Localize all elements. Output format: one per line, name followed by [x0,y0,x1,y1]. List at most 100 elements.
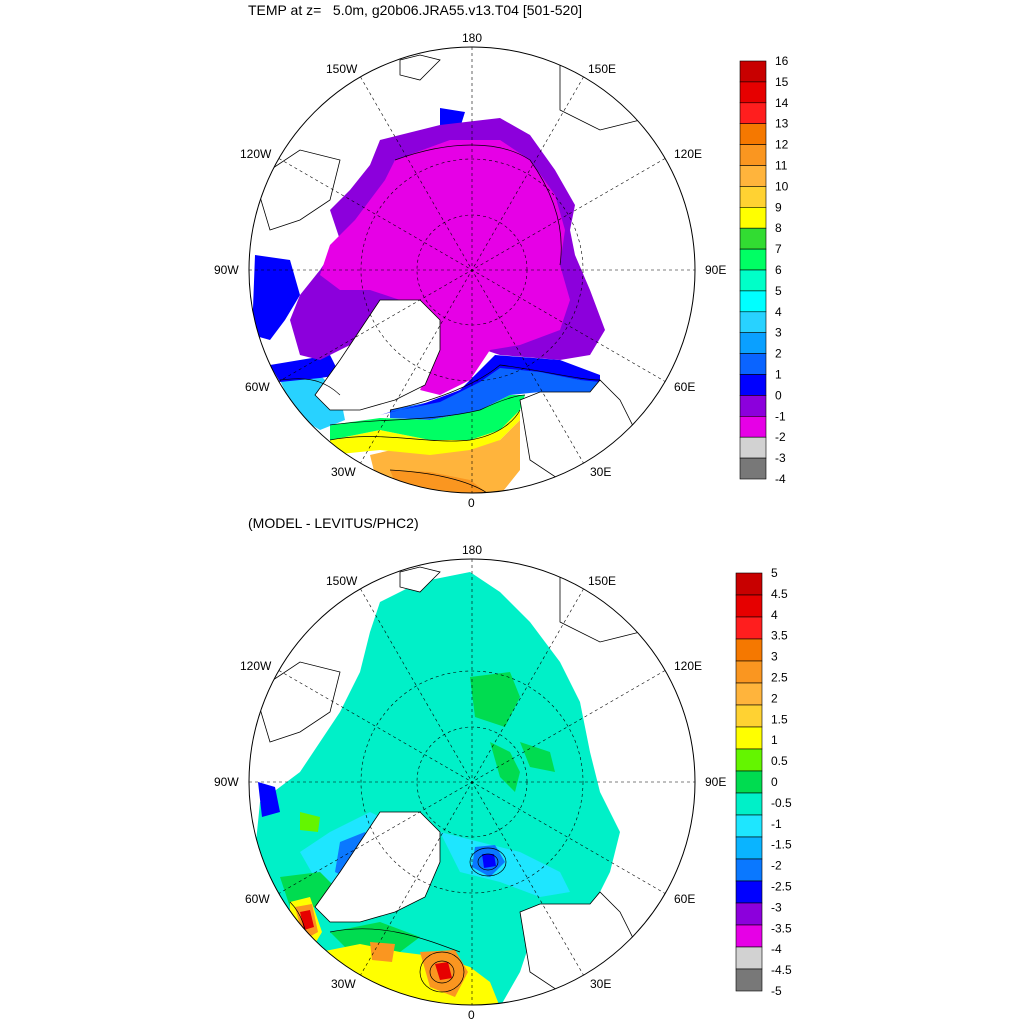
lon-label-30e: 30E [590,977,611,991]
temperature-colorbar-tick-label: 1 [775,368,782,382]
temperature-colorbar-tick-label: -2 [775,430,786,444]
difference-colorbar-tick-label: -5 [771,984,782,998]
lon-label-0: 0 [468,1008,475,1022]
lon-label-60e: 60E [674,892,695,906]
temperature-colorbar-tick-label: 16 [775,54,789,68]
lon-label-120e: 120E [674,659,702,673]
temperature-colorbar-swatch [739,457,767,480]
canada-land-bottom [254,661,341,743]
difference-colorbar-tick-label: 3.5 [771,629,788,643]
temperature-colorbar-tick-label: 5 [775,284,782,298]
lon-label-150e: 150E [588,574,616,588]
difference-colorbar-swatch [735,616,763,640]
difference-colorbar-tick-label: 4 [771,608,778,622]
lon-label-90w: 90W [214,775,239,789]
map-boundary [248,46,696,494]
green-band [330,395,525,440]
cool-band [390,365,600,420]
lon-label-60e: 60E [674,380,695,394]
difference-colorbar-tick-label: -2 [771,859,782,873]
difference-colorbar-tick-label: -3.5 [771,921,792,935]
difference-colorbar-swatch [735,748,763,772]
temperature-colorbar-swatch [739,60,767,83]
temperature-colorbar-swatch [739,207,767,229]
temperature-colorbar-swatch [739,248,767,271]
difference-colorbar-swatch [735,858,763,882]
difference-colorbar-swatch [735,660,763,684]
arctic-basin-region [320,140,570,395]
temperature-colorbar-swatch [739,165,767,187]
difference-colorbar-tick-label: -0.5 [771,796,792,810]
difference-colorbar-swatch [735,880,763,904]
temperature-colorbar-swatch [739,395,767,417]
lon-label-120e: 120E [674,147,702,161]
difference-map: 180 150W 150E 120W 120E 90W 90E 60W 60E … [214,543,792,1022]
difference-colorbar-tick-label: 2.5 [771,671,788,685]
lon-label-30w: 30W [331,465,356,479]
temperature-colorbar-swatch [739,144,767,166]
difference-colorbar-swatch [735,594,763,618]
difference-colorbar-swatch [735,770,763,794]
difference-panel: (MODEL - LEVITUS/PHC2) [0,512,1024,1024]
difference-colorbar-swatch [735,968,763,992]
temperature-colorbar-swatch [739,186,767,208]
temperature-colorbar-swatch [739,332,767,354]
temperature-colorbar-swatch [739,123,767,145]
lon-label-30e: 30E [590,465,611,479]
temperature-colorbar-tick-label: 11 [775,159,788,173]
difference-colorbar-swatch [735,902,763,926]
yellow-band [330,410,520,455]
difference-colorbar-swatch [735,814,763,838]
temperature-colorbar-tick-label: 15 [775,75,789,89]
temperature-title: TEMP at z= 5.0m, g20b06.JRA55.v13.T04 [5… [248,2,582,18]
difference-title: (MODEL - LEVITUS/PHC2) [248,515,419,531]
difference-colorbar-tick-label: 1.5 [771,712,788,726]
lon-label-150w: 150W [326,62,358,76]
temperature-colorbar-swatch [739,353,767,375]
temperature-colorbar-tick-label: 9 [775,200,782,214]
temperature-colorbar-tick-label: 6 [775,263,782,277]
graticule-bottom [249,559,695,1005]
difference-colorbar-swatch [735,638,763,662]
greenland-land-bottom [314,811,441,923]
difference-colorbar-tick-label: 0 [771,775,778,789]
temperature-colorbar-tick-label: -3 [775,451,786,465]
temperature-panel: TEMP at z= 5.0m, g20b06.JRA55.v13.T04 [5… [214,2,789,510]
lon-label-120w: 120W [240,659,272,673]
temperature-colorbar-swatch [739,102,767,125]
difference-colorbar-tick-label: 5 [771,566,778,580]
difference-colorbar-tick-label: -4 [771,942,782,956]
difference-colorbar-tick-label: -4.5 [771,963,792,977]
difference-colorbar-swatch [735,726,763,750]
difference-colorbar-swatch [735,682,763,706]
canada-land [254,149,341,231]
longitude-labels-bottom: 180 150W 150E 120W 120E 90W 90E 60W 60E … [214,543,726,1022]
lon-label-60w: 60W [245,892,270,906]
difference-colorbar-swatch [735,792,763,816]
difference-colorbar-tick-label: -1 [771,817,782,831]
temperature-colorbar-tick-label: 3 [775,326,782,340]
temperature-colorbar-tick-label: -1 [775,409,786,423]
temperature-colorbar-tick-label: 0 [775,388,782,402]
temperature-colorbar-swatch [739,227,767,250]
difference-colorbar-swatch [735,836,763,860]
difference-colorbar-swatch [735,924,763,948]
difference-colorbar-tick-label: 1 [771,733,778,747]
temperature-colorbar-swatch [739,311,767,333]
temperature-colorbar-tick-label: 8 [775,221,782,235]
lon-label-120w: 120W [240,147,272,161]
positive-3-region [295,904,468,997]
temperature-colorbar-tick-label: 2 [775,347,782,361]
lon-label-30w: 30W [331,977,356,991]
temperature-colorbar-tick-label: 14 [775,96,789,110]
temperature-colorbar-tick-label: 13 [775,117,789,131]
lon-label-180: 180 [462,31,482,45]
difference-colorbar-tick-label: -2.5 [771,880,792,894]
alaska-land-bottom [399,566,441,593]
difference-colorbar-swatch [735,946,763,970]
difference-colorbar-tick-label: -3 [771,900,782,914]
contour-lines [279,144,601,493]
difference-colorbar-swatch [735,704,763,728]
difference-colorbar-tick-label: -1.5 [771,838,792,852]
